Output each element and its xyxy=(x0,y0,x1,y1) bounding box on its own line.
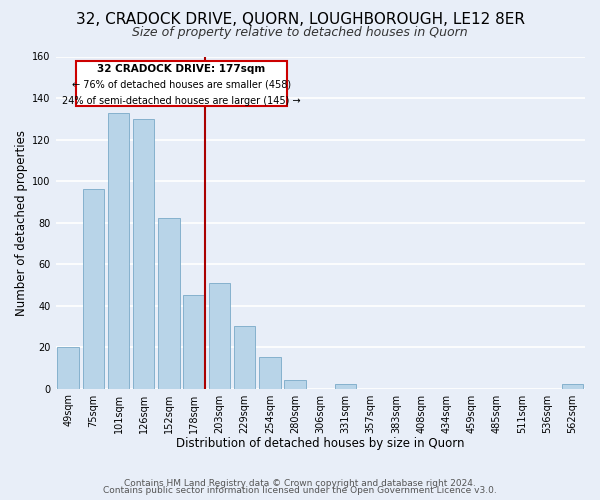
Bar xyxy=(209,282,230,389)
Text: 24% of semi-detached houses are larger (145) →: 24% of semi-detached houses are larger (… xyxy=(62,96,301,106)
Bar xyxy=(234,326,256,388)
Bar xyxy=(58,347,79,389)
Text: Contains HM Land Registry data © Crown copyright and database right 2024.: Contains HM Land Registry data © Crown c… xyxy=(124,478,476,488)
Text: 32, CRADOCK DRIVE, QUORN, LOUGHBOROUGH, LE12 8ER: 32, CRADOCK DRIVE, QUORN, LOUGHBOROUGH, … xyxy=(76,12,524,28)
Bar xyxy=(335,384,356,388)
Bar xyxy=(108,112,129,388)
X-axis label: Distribution of detached houses by size in Quorn: Distribution of detached houses by size … xyxy=(176,437,464,450)
Bar xyxy=(133,119,154,388)
Bar xyxy=(184,295,205,388)
Text: Size of property relative to detached houses in Quorn: Size of property relative to detached ho… xyxy=(132,26,468,39)
Bar xyxy=(562,384,583,388)
Text: 32 CRADOCK DRIVE: 177sqm: 32 CRADOCK DRIVE: 177sqm xyxy=(97,64,266,74)
Y-axis label: Number of detached properties: Number of detached properties xyxy=(15,130,28,316)
Text: ← 76% of detached houses are smaller (458): ← 76% of detached houses are smaller (45… xyxy=(72,80,291,90)
Bar xyxy=(259,358,281,388)
Text: Contains public sector information licensed under the Open Government Licence v3: Contains public sector information licen… xyxy=(103,486,497,495)
Bar xyxy=(83,190,104,388)
Bar xyxy=(284,380,306,388)
FancyBboxPatch shape xyxy=(76,60,287,106)
Bar xyxy=(158,218,180,388)
